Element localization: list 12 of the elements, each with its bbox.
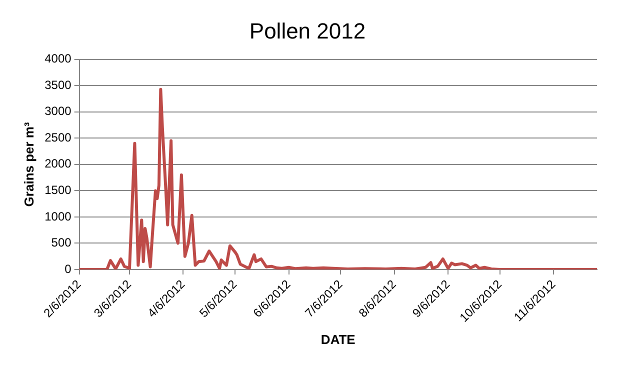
y-tick-label: 2500: [44, 130, 72, 144]
y-tick-label: 1000: [44, 209, 72, 224]
y-tick-label: 2000: [44, 156, 72, 171]
y-tick-label: 0: [64, 262, 72, 276]
y-tick-label: 3000: [44, 104, 72, 118]
y-tick-label: 1500: [44, 183, 72, 198]
y-tick-label: 4000: [44, 52, 72, 66]
chart-title: Pollen 2012: [249, 18, 366, 44]
y-axis-title: Grains per m³: [21, 122, 36, 207]
x-axis-title: DATE: [320, 332, 356, 347]
y-tick-label: 3500: [44, 78, 72, 92]
y-tick-label: 500: [51, 236, 72, 250]
